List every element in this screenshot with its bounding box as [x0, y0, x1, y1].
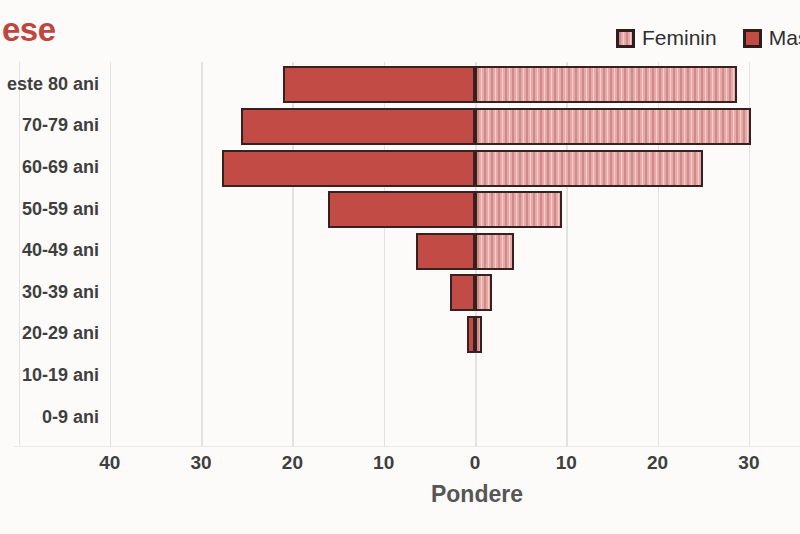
x-axis-title: Pondere [377, 481, 577, 508]
y-axis-label-20-29-ani: 20-29 ani [0, 323, 99, 344]
population-pyramid-chart: ese Feminin Masculin este 80 ani70-79 an… [0, 0, 800, 534]
bar-feminin-este-80-ani [475, 66, 737, 103]
x-axis-tick-3: 10 [354, 452, 414, 474]
x-axis-tick-1: 30 [171, 452, 231, 474]
gridline [201, 62, 203, 446]
bar-feminin-70-79-ani [475, 108, 751, 145]
x-axis-tick-7: 30 [719, 452, 779, 474]
plot-area: este 80 ani 70-79 ani 60-69 ani 50-59 ani 40… [0, 0, 800, 534]
bar-feminin-30-39-ani [475, 274, 492, 311]
x-axis-tick-0: 40 [80, 452, 140, 474]
bar-masculin-70-79-ani [241, 108, 475, 145]
bar-masculin-50-59-ani [328, 191, 475, 228]
bar-feminin-50-59-ani [475, 191, 562, 228]
bar-masculin-este-80-ani [283, 66, 475, 103]
bar-masculin-60-69-ani [222, 150, 475, 187]
y-axis-label-10-19-ani: 10-19 ani [0, 365, 99, 386]
y-axis-label-50-59-ani: 50-59 ani [0, 199, 99, 220]
bar-feminin-40-49-ani [475, 233, 514, 270]
bar-feminin-20-29-ani [475, 316, 482, 353]
x-axis-tick-2: 20 [262, 452, 322, 474]
x-axis-tick-5: 10 [536, 452, 596, 474]
y-axis-label-70-79-ani: 70-79 ani [0, 115, 99, 136]
x-axis-line [14, 446, 800, 447]
y-axis-label-0-9-ani: 0-9 ani [0, 407, 99, 428]
x-axis-tick-4: 0 [445, 452, 505, 474]
bar-masculin-40-49-ani [416, 233, 475, 270]
y-axis-label-60-69-ani: 60-69 ani [0, 157, 99, 178]
y-axis-label-40-49-ani: 40-49 ani [0, 240, 99, 261]
bar-feminin-60-69-ani [475, 150, 703, 187]
x-axis-tick-6: 20 [628, 452, 688, 474]
y-axis-label-este-80-ani: este 80 ani [0, 74, 99, 95]
bar-masculin-20-29-ani [467, 316, 475, 353]
bar-masculin-30-39-ani [450, 274, 475, 311]
gridline [110, 62, 112, 446]
y-axis-label-30-39-ani: 30-39 ani [0, 282, 99, 303]
